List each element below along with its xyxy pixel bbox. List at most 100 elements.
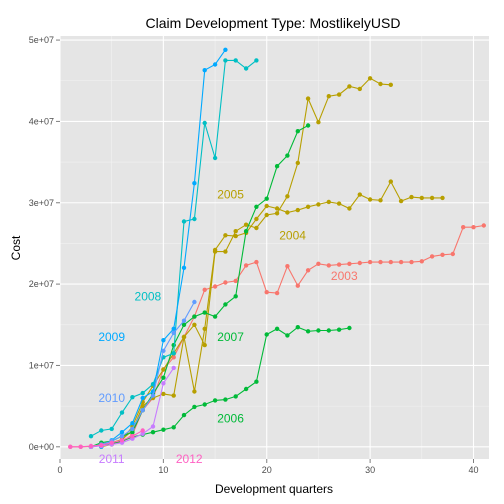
data-point [161, 338, 166, 343]
data-point [130, 421, 135, 426]
data-point [295, 207, 300, 213]
data-point [378, 81, 383, 87]
data-point [150, 424, 156, 429]
data-point [326, 263, 331, 268]
data-point [243, 263, 249, 268]
data-point [264, 332, 269, 337]
data-point [202, 287, 207, 292]
data-point [450, 251, 455, 257]
data-point [140, 395, 145, 401]
data-point [223, 58, 228, 63]
data-point [357, 192, 362, 197]
data-point [409, 194, 414, 200]
x-tick-label: 10 [158, 465, 168, 475]
data-point [243, 386, 249, 392]
data-point [471, 225, 476, 230]
data-point [119, 438, 125, 443]
series-labels: 2003 2004 2005 2006 2007 2008 2009 2010 2011 2012 [98, 188, 358, 466]
data-point [336, 327, 342, 332]
data-point [254, 379, 259, 384]
data-point [378, 259, 383, 265]
series-2012 [68, 428, 145, 449]
data-point [109, 440, 114, 445]
data-point [150, 393, 156, 398]
series-2005 [99, 76, 393, 449]
data-point [223, 47, 228, 52]
data-point [357, 260, 362, 266]
data-point [274, 290, 280, 296]
data-point [305, 204, 311, 209]
data-point [233, 394, 238, 399]
data-point [223, 249, 228, 254]
data-point [285, 153, 290, 158]
minor-gridlines [60, 36, 489, 459]
data-point [367, 197, 373, 202]
data-point [316, 120, 321, 125]
data-point [285, 194, 290, 199]
data-point [119, 434, 125, 439]
data-point [212, 249, 218, 254]
data-point [161, 375, 166, 380]
series-label-2009: 2009 [98, 330, 125, 344]
data-point [233, 278, 238, 284]
data-point [388, 179, 393, 184]
data-point [264, 290, 269, 295]
data-point [140, 431, 145, 436]
data-point [274, 326, 280, 331]
data-point [99, 428, 104, 433]
data-point [171, 330, 176, 336]
data-point [357, 86, 362, 92]
x-tick-label: 30 [365, 465, 375, 475]
data-point [202, 342, 207, 348]
data-point [264, 196, 269, 201]
data-point [336, 262, 342, 267]
y-tick-label: 5e+07 [29, 35, 54, 45]
data-point [78, 444, 83, 449]
data-point [254, 58, 259, 63]
data-point [202, 310, 207, 315]
data-point [419, 195, 424, 201]
data-point [274, 211, 280, 216]
data-point [192, 299, 197, 305]
data-point [181, 265, 187, 270]
data-point [150, 430, 156, 435]
series-line-2007 [90, 125, 309, 448]
data-point [88, 443, 94, 449]
data-point [378, 198, 383, 203]
data-point [398, 198, 404, 204]
series-label-2011: 2011 [99, 452, 125, 466]
data-point [419, 259, 424, 264]
data-point [367, 259, 373, 265]
data-point [295, 129, 300, 134]
y-tick-label: 3e+07 [29, 198, 54, 208]
data-point [347, 206, 352, 211]
data-point [119, 430, 125, 435]
data-point [305, 329, 311, 334]
data-point [130, 430, 135, 435]
data-point [295, 283, 300, 288]
data-point [140, 408, 145, 413]
data-point [68, 444, 73, 449]
data-point [181, 322, 187, 327]
data-point [326, 94, 331, 99]
data-point [171, 425, 176, 430]
data-point [202, 326, 207, 331]
data-point [109, 426, 114, 432]
data-point [140, 428, 145, 433]
data-point [305, 268, 311, 273]
data-point [212, 62, 218, 67]
data-point [409, 259, 414, 265]
data-point [316, 202, 321, 207]
data-point [316, 328, 321, 333]
data-point [212, 314, 218, 319]
series-label-2012: 2012 [176, 452, 203, 466]
series-2008 [88, 58, 259, 439]
data-point [140, 390, 145, 396]
data-point [285, 210, 290, 215]
data-point [192, 389, 197, 394]
data-point [429, 254, 435, 259]
data-point [192, 181, 197, 186]
data-point [223, 280, 228, 285]
data-point [274, 206, 280, 211]
data-point [171, 393, 176, 398]
